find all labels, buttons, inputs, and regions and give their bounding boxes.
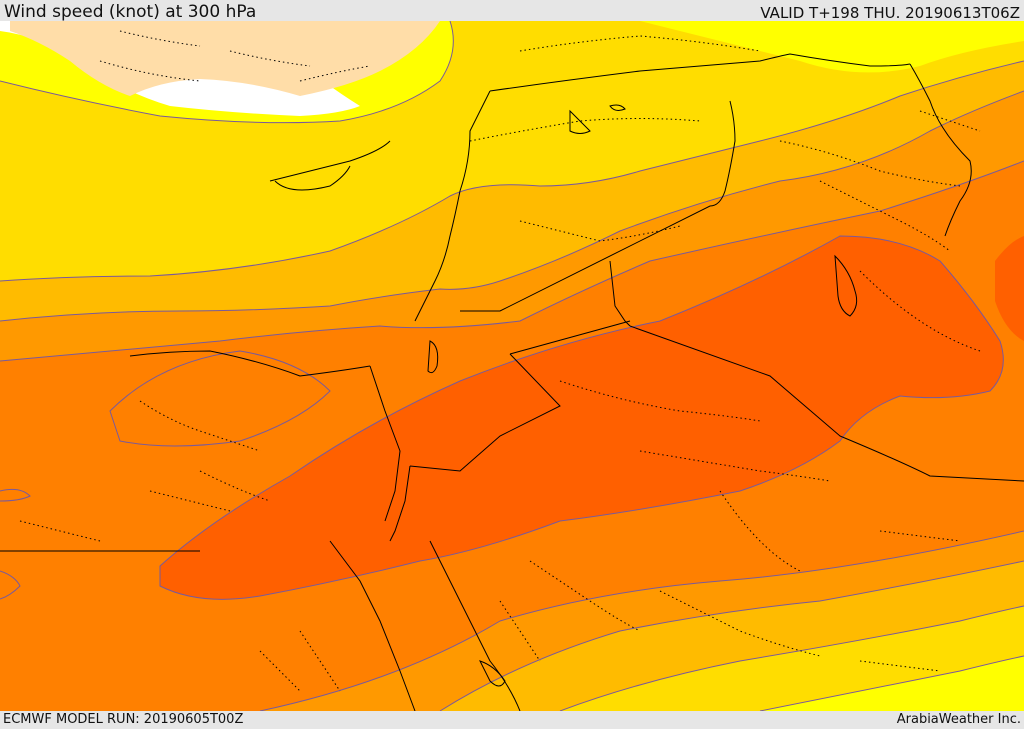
land-below-threshold bbox=[10, 21, 440, 96]
band-6-core-fill bbox=[160, 236, 1004, 600]
chart-footer: ECMWF MODEL RUN: 20190605T00Z ArabiaWeat… bbox=[0, 711, 1024, 729]
band-1-fill bbox=[0, 21, 1024, 73]
valid-time: VALID T+198 THU. 20190613T06Z bbox=[760, 4, 1020, 22]
country-borders bbox=[0, 53, 1024, 711]
wind-speed-map bbox=[0, 21, 1024, 711]
chart-title: Wind speed (knot) at 300 hPa bbox=[4, 2, 257, 22]
band-1-southeast-fill bbox=[760, 656, 1024, 711]
chart-header: Wind speed (knot) at 300 hPa VALID T+198… bbox=[0, 0, 1024, 22]
contour-lines bbox=[0, 21, 1024, 711]
model-run: ECMWF MODEL RUN: 20190605T00Z bbox=[3, 712, 244, 727]
credit-text: ArabiaWeather Inc. bbox=[896, 712, 1021, 727]
band-6-east-fill bbox=[995, 236, 1024, 341]
interior-boundaries bbox=[19, 30, 981, 692]
